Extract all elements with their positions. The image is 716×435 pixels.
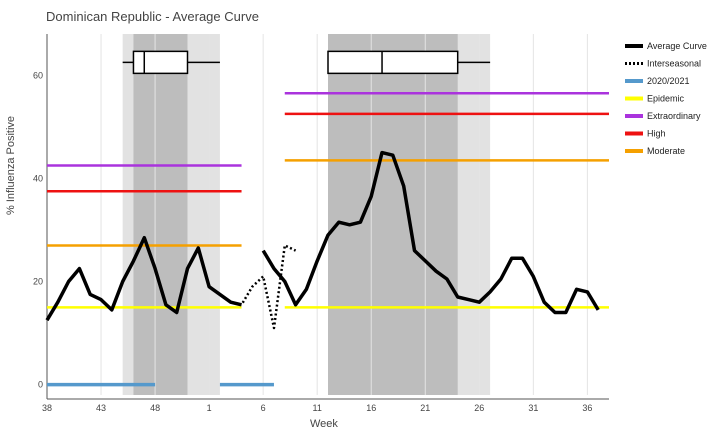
x-axis-title: Week xyxy=(310,418,338,430)
x-tick-label: 36 xyxy=(582,403,592,413)
legend-label: Moderate xyxy=(647,146,685,156)
x-tick-label: 11 xyxy=(313,403,322,413)
y-tick-label: 20 xyxy=(33,277,43,287)
x-tick-label: 38 xyxy=(42,403,52,413)
season-band-inner-0 xyxy=(133,34,188,395)
x-tick-label: 43 xyxy=(96,403,106,413)
legend-label: Epidemic xyxy=(647,94,685,104)
x-tick-label: 31 xyxy=(528,403,538,413)
legend-label: High xyxy=(647,129,666,139)
legend-label: Interseasonal xyxy=(647,59,701,69)
series-average-curve-line xyxy=(261,150,600,315)
y-tick-label: 60 xyxy=(33,70,43,80)
x-tick-label: 48 xyxy=(150,403,160,413)
boxplot-box-0 xyxy=(132,50,189,75)
series-average-curve-line xyxy=(45,235,242,322)
season-band-inner-1 xyxy=(328,34,458,395)
legend-label: Extraordinary xyxy=(647,111,701,121)
legend-label: Average Curve xyxy=(647,41,707,51)
x-tick-label: 1 xyxy=(207,403,212,413)
y-tick-label: 40 xyxy=(33,173,43,183)
x-tick-label: 21 xyxy=(420,403,430,413)
chart-title: Dominican Republic - Average Curve xyxy=(46,9,259,24)
y-tick-label: 0 xyxy=(38,380,43,390)
x-tick-label: 26 xyxy=(474,403,484,413)
x-tick-label: 6 xyxy=(261,403,266,413)
legend-label: 2020/2021 xyxy=(647,76,690,86)
x-tick-label: 16 xyxy=(366,403,376,413)
boxplot-box-1 xyxy=(327,50,459,75)
